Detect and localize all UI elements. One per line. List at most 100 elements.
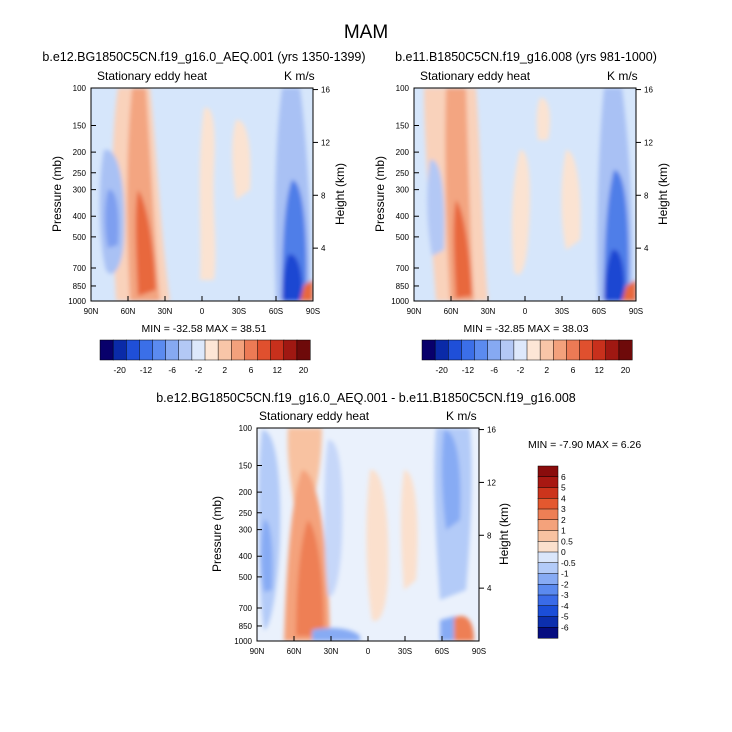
y-tick-label: 500 [239,573,253,582]
y-tick-label: 700 [73,264,87,273]
y-tick-label: 100 [73,84,87,93]
y-tick-label: 250 [239,509,253,518]
negative-surface-right [440,616,458,641]
colorbar-box [99,339,114,361]
y-tick-label: 150 [396,122,410,131]
colorbar-box [537,594,559,607]
stats-text: MIN = -7.90 MAX = 6.26 [528,439,641,451]
colorbar-label: 12 [594,365,604,375]
colorbar-box [537,487,559,499]
colorbar-box [592,339,607,361]
y-tick-label: 200 [239,488,253,497]
colorbar-label: 4 [561,493,566,503]
colorbar-label: -2 [561,579,569,589]
height-tick-label: 12 [644,138,653,147]
y-tick-label: 700 [239,604,253,613]
x-tick-label: 60S [435,647,449,656]
colorbar-box [231,339,245,361]
positive-surface-right [454,616,474,641]
x-tick-label: 30N [324,647,339,656]
colorbar-box [537,498,559,510]
y-tick-label: 700 [396,264,410,273]
contour-field [91,88,313,301]
colorbar-box [448,339,462,361]
panel-title: b.e12.BG1850C5CN.f19_g16.0_AEQ.001 (yrs … [42,50,365,64]
surface-positive [622,280,636,301]
colorbar-label: -12 [462,365,475,375]
colorbar-box [500,339,515,361]
negative-mid-column [324,439,343,597]
y-tick-label: 300 [239,526,253,535]
y-tick-label: 100 [239,424,253,433]
y-tick-label: 850 [73,282,87,291]
colorbar-box [152,339,167,361]
figure-title: MAM [344,22,388,43]
colorbar-label: 6 [561,472,566,482]
height-tick-label: 4 [487,584,492,593]
contour-field [414,88,636,301]
height-tick-label: 8 [644,191,649,200]
colorbar-box [537,541,559,553]
colorbar-label: 20 [299,365,309,375]
x-tick-label: 0 [200,307,205,316]
colorbar-box [244,339,259,361]
y-tick-label: 500 [396,233,410,242]
height-tick-label: 8 [487,531,492,540]
colorbar-box [461,339,476,361]
colorbar-label: -3 [561,590,569,600]
panel-title: b.e12.BG1850C5CN.f19_g16.0_AEQ.001 - b.e… [156,391,576,405]
surface-positive [300,280,313,301]
units-label: K m/s [284,69,315,83]
weak-positive-center [366,469,389,621]
colorbar-label: -20 [114,365,127,375]
colorbar-box [217,339,232,361]
height-tick-label: 16 [644,86,653,95]
colorbar-box [537,627,559,639]
colorbar-box [191,339,206,361]
variable-label: Stationary eddy heat [97,69,208,83]
panel-top-left: b.e12.BG1850C5CN.f19_g16.0_AEQ.001 (yrs … [42,50,365,375]
y-tick-label: 850 [239,622,253,631]
x-tick-label: 60N [121,307,136,316]
x-tick-label: 30S [555,307,569,316]
colorbar-label: 20 [621,365,631,375]
weak-positive-east [401,470,418,590]
colorbar-box [434,339,449,361]
weak-positive-mid [512,149,530,275]
colorbar-box [112,339,127,361]
y-tick-label: 1000 [391,297,409,306]
positive-max [135,190,156,296]
units-label: K m/s [607,69,638,83]
y-tick-label: 200 [396,148,410,157]
x-tick-label: 60S [269,307,283,316]
variable-label: Stationary eddy heat [420,69,531,83]
colorbar-box [537,584,559,596]
colorbar-box [513,339,528,361]
stats-text: MIN = -32.85 MAX = 38.03 [464,323,589,335]
colorbar-box [537,519,559,532]
x-tick-label: 90N [250,647,265,656]
x-tick-label: 60S [592,307,606,316]
colorbar-label: 6 [249,365,254,375]
y-axis-label: Pressure (mb) [210,496,224,572]
colorbar-box [126,339,140,361]
x-tick-label: 0 [366,647,371,656]
panel-title: b.e11.B1850C5CN.f19_g16.008 (yrs 981-100… [395,50,657,64]
y-tick-label: 250 [396,169,410,178]
colorbar-label: -1 [561,569,569,579]
colorbar-label: -6 [490,365,498,375]
colorbar-box [178,339,193,361]
x-tick-label: 90S [629,307,643,316]
y-tick-label: 100 [396,84,410,93]
colorbar-box [605,339,620,361]
panel-bottom-difference: b.e12.BG1850C5CN.f19_g16.0_AEQ.001 - b.e… [156,391,641,656]
colorbar-box [139,339,154,361]
y-tick-label: 1000 [68,297,86,306]
colorbar: -20 -12 -6 -2 2 6 12 20 [421,339,633,375]
colorbar-box [257,339,272,361]
colorbar-box [537,562,559,575]
colorbar: -20 -12 -6 -2 2 6 12 20 [99,339,311,375]
colorbar-box [537,530,559,542]
height-tick-label: 12 [321,138,330,147]
